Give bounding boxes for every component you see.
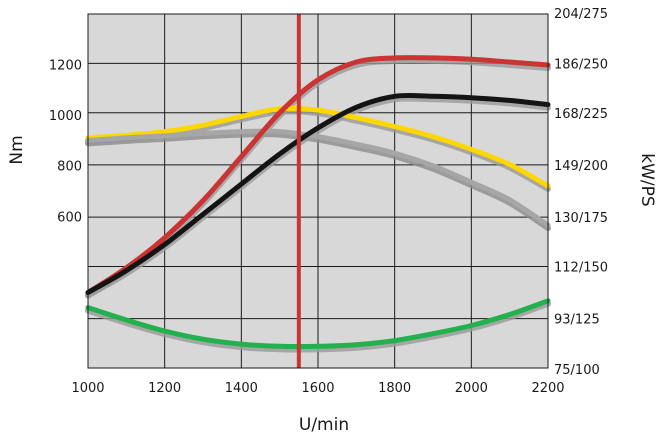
y2-tick-label: 149/200 [554, 159, 608, 174]
plot-frame [87, 13, 549, 369]
series-lines [85, 55, 551, 350]
y2-tick-label: 93/125 [554, 313, 600, 328]
y2-axis-title: kW/PS [637, 153, 657, 206]
y-axis-title: Nm [7, 135, 27, 164]
series-line-yellow [85, 105, 551, 189]
series-line-gray-shadow [85, 131, 551, 232]
x-tick-label: 1600 [301, 381, 334, 396]
x-tick-label: 1200 [148, 381, 181, 396]
x-tick-label: 2200 [531, 381, 564, 396]
y-tick-label: 600 [57, 210, 82, 225]
y2-tick-label: 130/175 [554, 211, 608, 226]
y2-tick-labels: 75/100 93/125 112/150 130/175 149/200 168/225… [554, 7, 608, 378]
series-line-red [85, 55, 551, 295]
y-tick-label: 1000 [49, 109, 82, 124]
x-tick-label: 1400 [225, 381, 258, 396]
x-tick-label: 2000 [455, 381, 488, 396]
y2-tick-label: 186/250 [554, 57, 608, 72]
y-tick-labels: 600 800 1000 1200 [49, 59, 82, 226]
series-line-green [85, 298, 551, 350]
y2-tick-label: 75/100 [554, 363, 600, 378]
x-tick-label: 1800 [378, 381, 411, 396]
x-axis-title: U/min [299, 415, 349, 435]
series-line-green-shadow [85, 300, 551, 353]
series-line-black [85, 92, 551, 295]
y2-tick-label: 168/225 [554, 107, 608, 122]
x-tick-label: 1000 [71, 381, 104, 396]
y2-tick-label: 112/150 [554, 260, 608, 275]
y-tick-label: 800 [57, 160, 82, 175]
y-tick-label: 1200 [49, 59, 82, 74]
x-tick-labels: 1000 1200 1400 1600 1800 2000 2200 [71, 381, 564, 396]
series-line-gray [85, 128, 551, 228]
y2-tick-label: 204/275 [554, 7, 608, 22]
